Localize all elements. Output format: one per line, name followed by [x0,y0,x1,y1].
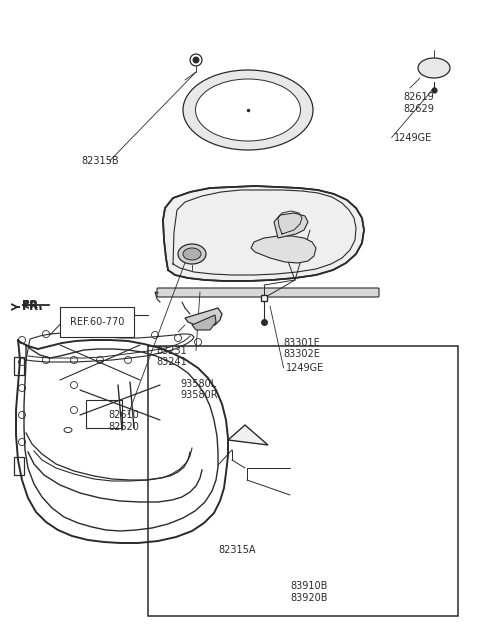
Text: 82315A: 82315A [218,545,256,555]
Ellipse shape [178,244,206,264]
Text: 82610
82620: 82610 82620 [108,410,139,432]
Polygon shape [274,213,308,238]
FancyBboxPatch shape [148,346,458,616]
Text: 1249GE: 1249GE [286,363,324,373]
Bar [14,457,24,475]
Ellipse shape [183,70,313,150]
Polygon shape [228,425,268,445]
Text: FR.: FR. [22,300,43,310]
Polygon shape [192,315,216,330]
Ellipse shape [195,79,300,141]
Text: 83231
83241: 83231 83241 [156,346,187,367]
Circle shape [193,57,199,63]
Text: 83301E
83302E: 83301E 83302E [283,338,320,359]
Polygon shape [251,236,316,263]
Text: 93580L
93580R: 93580L 93580R [180,379,217,400]
Text: 82315B: 82315B [82,156,119,166]
Circle shape [215,462,221,468]
Text: REF.60-770: REF.60-770 [70,317,124,327]
Ellipse shape [183,248,201,260]
Bar [14,357,24,375]
Polygon shape [185,308,222,325]
Text: REF.60-770: REF.60-770 [70,317,124,327]
FancyBboxPatch shape [157,288,379,297]
Text: 1249GE: 1249GE [394,133,432,143]
Text: 83910B
83920B: 83910B 83920B [290,581,328,603]
Ellipse shape [418,58,450,78]
Text: 82619
82629: 82619 82629 [403,92,434,114]
Polygon shape [163,186,364,281]
Bar [86,400,122,428]
Text: FR.: FR. [22,300,44,314]
